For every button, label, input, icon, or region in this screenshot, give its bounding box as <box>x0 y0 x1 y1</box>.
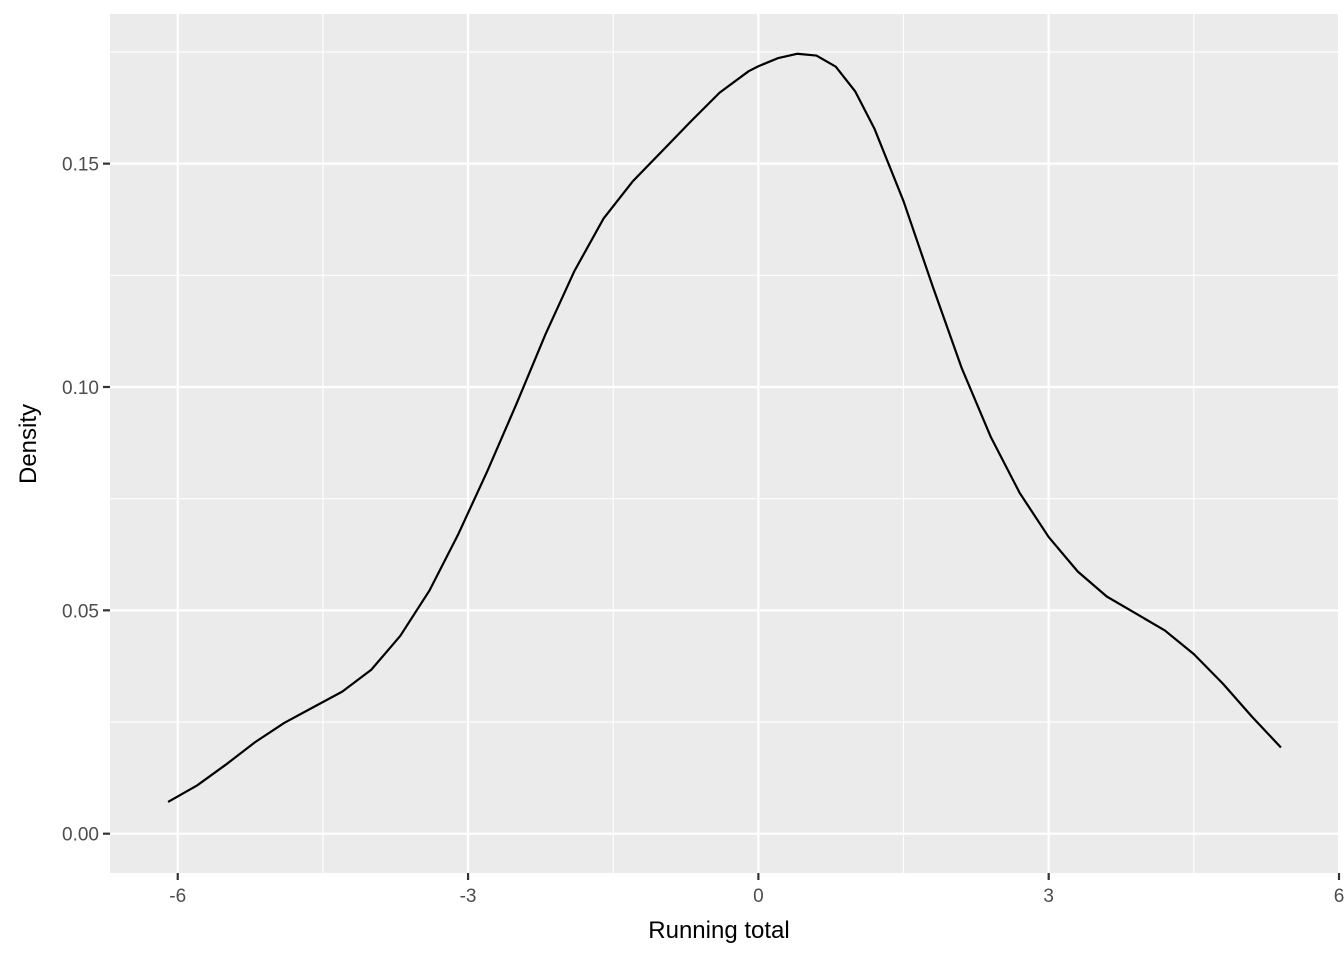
y-axis: 0.00 0.05 0.10 0.15 <box>62 155 110 846</box>
y-tick-label-2: 0.10 <box>62 378 99 399</box>
x-tick-label-4: 6 <box>1334 886 1344 907</box>
x-axis: -6 -3 0 3 6 <box>169 873 1344 907</box>
y-tick-label-3: 0.15 <box>62 155 99 176</box>
minor-gridlines <box>110 14 1339 873</box>
y-tick-label-1: 0.05 <box>62 601 99 622</box>
y-tick-label-0: 0.00 <box>62 825 99 846</box>
major-gridlines <box>110 14 1341 873</box>
plot-panel <box>110 14 1339 873</box>
x-tick-label-3: 3 <box>1043 886 1054 907</box>
y-axis-title: Density <box>15 404 42 484</box>
x-tick-label-2: 0 <box>753 886 764 907</box>
density-curve <box>167 52 1282 803</box>
x-tick-label-0: -6 <box>169 886 186 907</box>
x-tick-label-1: -3 <box>460 886 477 907</box>
x-axis-title: Running total <box>648 917 789 944</box>
